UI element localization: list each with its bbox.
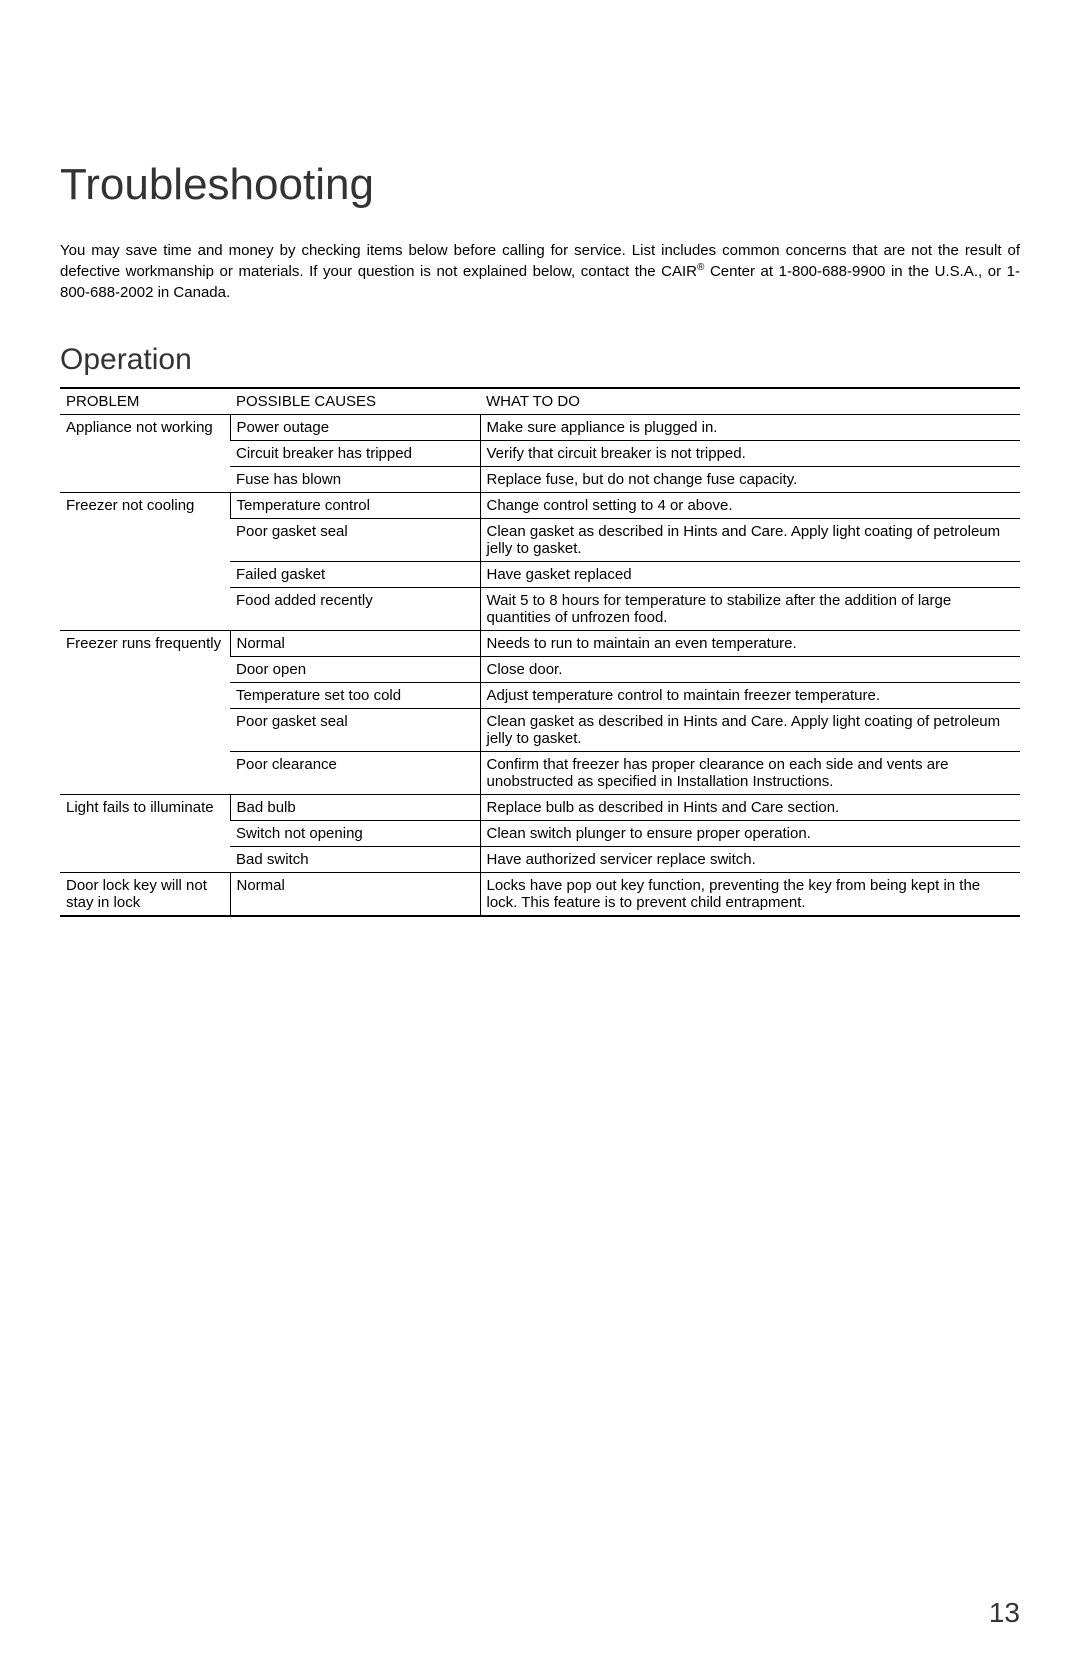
table-header-row: PROBLEM POSSIBLE CAUSES WHAT TO DO: [60, 388, 1020, 415]
document-page: Troubleshooting You may save time and mo…: [0, 0, 1080, 1669]
cell-cause: Failed gasket: [230, 562, 480, 588]
col-header-cause: POSSIBLE CAUSES: [230, 388, 480, 415]
col-header-action: WHAT TO DO: [480, 388, 1020, 415]
cell-problem: Freezer runs frequently: [60, 631, 230, 795]
cell-cause: Switch not opening: [230, 821, 480, 847]
cell-action: Needs to run to maintain an even tempera…: [480, 631, 1020, 657]
cell-action: Make sure appliance is plugged in.: [480, 415, 1020, 441]
cell-action: Clean switch plunger to ensure proper op…: [480, 821, 1020, 847]
cell-action: Change control setting to 4 or above.: [480, 493, 1020, 519]
cell-action: Verify that circuit breaker is not tripp…: [480, 441, 1020, 467]
cell-problem: Door lock key will not stay in lock: [60, 873, 230, 917]
cell-problem: Light fails to illuminate: [60, 795, 230, 873]
cell-action: Adjust temperature control to maintain f…: [480, 683, 1020, 709]
table-row: Freezer runs frequentlyNormalNeeds to ru…: [60, 631, 1020, 657]
intro-paragraph: You may save time and money by checking …: [60, 240, 1020, 303]
cell-problem: Appliance not working: [60, 415, 230, 493]
table-row: Light fails to illuminateBad bulbReplace…: [60, 795, 1020, 821]
cell-action: Close door.: [480, 657, 1020, 683]
cell-action: Have gasket replaced: [480, 562, 1020, 588]
cell-cause: Door open: [230, 657, 480, 683]
cell-cause: Food added recently: [230, 588, 480, 631]
section-title: Operation: [60, 343, 1020, 377]
cell-cause: Bad bulb: [230, 795, 480, 821]
cell-action: Clean gasket as described in Hints and C…: [480, 709, 1020, 752]
page-title: Troubleshooting: [60, 160, 1020, 210]
cell-cause: Circuit breaker has tripped: [230, 441, 480, 467]
cell-cause: Poor gasket seal: [230, 709, 480, 752]
cell-action: Replace fuse, but do not change fuse cap…: [480, 467, 1020, 493]
cell-action: Locks have pop out key function, prevent…: [480, 873, 1020, 917]
troubleshooting-table: PROBLEM POSSIBLE CAUSES WHAT TO DO Appli…: [60, 387, 1020, 917]
table-row: Appliance not workingPower outageMake su…: [60, 415, 1020, 441]
cell-action: Have authorized servicer replace switch.: [480, 847, 1020, 873]
cell-cause: Normal: [230, 631, 480, 657]
cell-problem: Freezer not cooling: [60, 493, 230, 631]
table-row: Freezer not coolingTemperature controlCh…: [60, 493, 1020, 519]
cell-cause: Poor gasket seal: [230, 519, 480, 562]
col-header-problem: PROBLEM: [60, 388, 230, 415]
cell-action: Replace bulb as described in Hints and C…: [480, 795, 1020, 821]
table-row: Door lock key will not stay in lockNorma…: [60, 873, 1020, 917]
page-number: 13: [989, 1597, 1020, 1629]
cell-action: Wait 5 to 8 hours for temperature to sta…: [480, 588, 1020, 631]
cell-action: Confirm that freezer has proper clearanc…: [480, 752, 1020, 795]
cell-cause: Normal: [230, 873, 480, 917]
cell-cause: Power outage: [230, 415, 480, 441]
cell-cause: Temperature control: [230, 493, 480, 519]
cell-cause: Temperature set too cold: [230, 683, 480, 709]
cell-cause: Bad switch: [230, 847, 480, 873]
cell-action: Clean gasket as described in Hints and C…: [480, 519, 1020, 562]
cell-cause: Poor clearance: [230, 752, 480, 795]
cell-cause: Fuse has blown: [230, 467, 480, 493]
